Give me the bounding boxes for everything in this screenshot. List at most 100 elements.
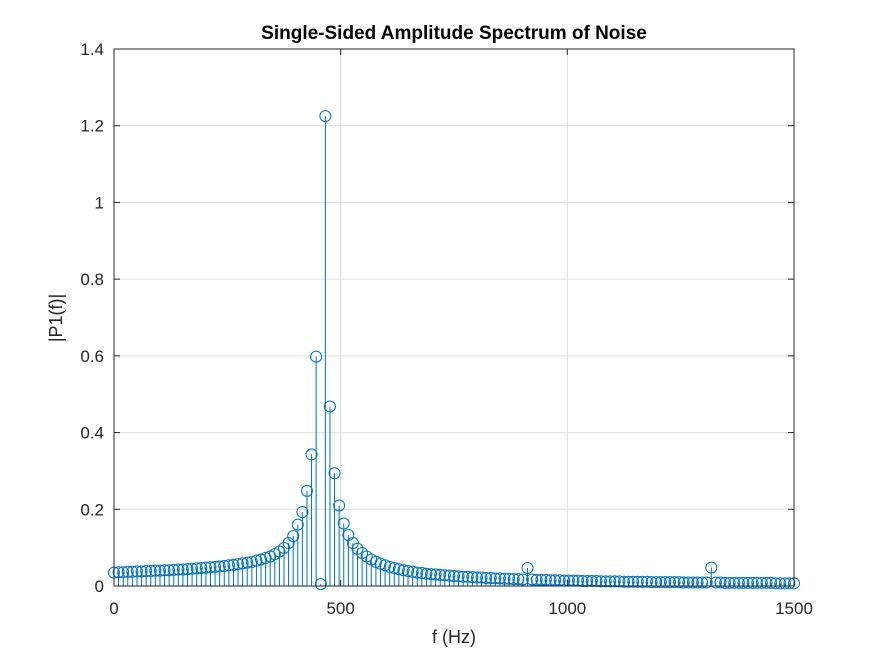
y-tick-labels: 0 0.2 0.4 0.6 0.8 1 1.2 1.4 <box>80 40 104 596</box>
stem-marker <box>728 576 741 589</box>
x-tick-labels: 0 500 1000 1500 <box>109 599 813 618</box>
stem-marker <box>374 557 387 570</box>
y-tick-label: 0.8 <box>80 270 104 289</box>
y-axis-label: |P1(f)| <box>46 294 66 342</box>
stem-marker <box>227 558 240 571</box>
stem-marker <box>663 576 676 589</box>
stem-marker <box>746 576 759 589</box>
stem-marker <box>590 575 603 588</box>
stem-marker <box>682 576 695 589</box>
stem-marker <box>719 576 732 589</box>
stem-marker <box>310 350 323 363</box>
stem-marker <box>742 576 755 589</box>
stem-marker <box>186 562 199 575</box>
stem-marker <box>199 561 212 574</box>
stem-marker <box>397 564 410 577</box>
stem-marker <box>705 561 718 574</box>
stem-marker <box>466 571 479 584</box>
stem-marker <box>484 571 497 584</box>
stem-marker <box>392 563 405 576</box>
stem-marker <box>383 560 396 573</box>
x-tick-label: 500 <box>326 599 354 618</box>
stem-marker <box>452 570 465 583</box>
y-tick-label: 1.4 <box>80 40 104 59</box>
stem-marker <box>709 576 722 589</box>
stem-marker <box>691 576 704 589</box>
stem-marker <box>149 564 162 577</box>
stem-marker <box>388 561 401 574</box>
stem-marker <box>411 566 424 579</box>
stem-marker <box>443 569 456 582</box>
stem-marker <box>429 568 442 581</box>
tick-marks <box>113 48 795 587</box>
stem-marker <box>475 571 488 584</box>
stem-marker <box>232 558 245 571</box>
stem-marker <box>608 575 621 588</box>
y-tick-label: 1 <box>95 193 104 212</box>
stem-marker <box>650 576 663 589</box>
stem-marker <box>654 576 667 589</box>
y-tick-label: 0.2 <box>80 500 104 519</box>
stem-marker <box>379 559 392 572</box>
x-axis-label: f (Hz) <box>432 627 476 647</box>
stem-marker <box>287 530 300 543</box>
stem-marker <box>700 576 713 589</box>
stem-marker <box>677 576 690 589</box>
stem-marker <box>241 556 254 569</box>
stem-marker <box>130 565 143 578</box>
stem-marker <box>351 542 364 555</box>
stem-marker <box>163 564 176 577</box>
x-tick-label: 1000 <box>548 599 586 618</box>
stem-marker <box>323 400 336 413</box>
stem-marker <box>218 560 231 573</box>
stem-marker <box>640 575 653 588</box>
stem-marker <box>402 565 415 578</box>
stem-marker <box>470 571 483 584</box>
stem-marker <box>627 575 640 588</box>
stem-marker <box>535 573 548 586</box>
stem-marker <box>448 570 460 583</box>
stem-marker <box>167 563 180 576</box>
x-tick-label: 1500 <box>775 599 813 618</box>
stem-marker <box>328 467 341 480</box>
stem-marker <box>769 577 782 590</box>
y-tick-label: 0 <box>95 577 104 596</box>
stem-marker <box>296 505 309 518</box>
stem-marker <box>337 517 350 530</box>
stem-marker <box>581 575 594 588</box>
stem-marker <box>686 576 699 589</box>
stem-marker <box>604 575 617 588</box>
stem-marker <box>190 562 203 575</box>
stem-marker <box>282 537 295 550</box>
stem-marker <box>751 576 764 589</box>
plot-background <box>114 49 794 586</box>
stem-marker <box>636 575 649 588</box>
stem-marker <box>181 563 194 576</box>
stem-marker <box>461 570 474 583</box>
stem-marker <box>255 553 268 566</box>
stem-marker <box>176 563 189 576</box>
stem-marker <box>526 573 539 586</box>
stem-marker <box>645 576 658 589</box>
stem-marker <box>760 576 773 589</box>
stem-marker <box>135 565 148 578</box>
stem-marker <box>732 576 745 589</box>
stem-marker <box>668 576 681 589</box>
stem-marker <box>457 570 470 583</box>
chart-title: Single-Sided Amplitude Spectrum of Noise <box>261 23 647 44</box>
stem-marker <box>755 576 768 589</box>
stem-marker <box>209 560 222 573</box>
stem-marker <box>595 575 608 588</box>
stem-marker <box>507 573 520 586</box>
stem-marker <box>539 573 552 586</box>
stem-marker <box>406 565 419 578</box>
stem-marker <box>765 576 778 589</box>
stem-marker <box>512 573 525 586</box>
stem-marker <box>613 575 626 588</box>
stem-marker <box>434 568 447 581</box>
stem-marker <box>696 576 709 589</box>
stem-marker <box>516 573 529 586</box>
stem-marker <box>213 560 226 573</box>
